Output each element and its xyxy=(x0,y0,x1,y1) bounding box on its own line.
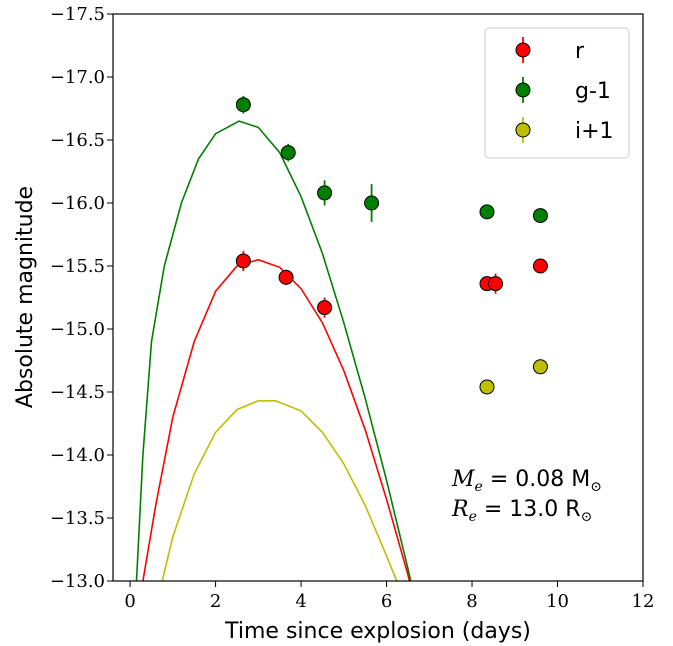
legend: r g-1 i+1 xyxy=(484,27,630,159)
ejecta-mass-label: Me = 0.08 M⊙ xyxy=(451,467,602,495)
legend-label: r xyxy=(575,39,585,64)
x-tick-label: 4 xyxy=(295,591,306,612)
y-tick-label: −13.0 xyxy=(50,571,105,592)
y-tick-label: −15.5 xyxy=(50,256,105,277)
y-tick-label: −16.0 xyxy=(50,193,105,214)
x-tick-label: 10 xyxy=(546,591,569,612)
y-tick-label: −13.5 xyxy=(50,508,105,529)
data-point-r xyxy=(317,300,333,316)
y-axis-ticks: −13.0 −13.5 −14.0 −14.5 −15.0 −15.5 −16.0 −16.5… xyxy=(50,4,113,592)
x-tick-label: 2 xyxy=(210,591,221,612)
plot-frame xyxy=(112,13,644,582)
legend-marker xyxy=(515,122,531,138)
data-point-r xyxy=(488,276,504,292)
data-point-g-1 xyxy=(317,185,333,201)
y-tick-label: −14.5 xyxy=(50,382,105,403)
y-tick-label: −14.0 xyxy=(50,445,105,466)
data-point-r xyxy=(235,253,251,269)
x-axis-ticks: 0 2 4 6 8 10 12 xyxy=(124,581,654,612)
x-tick-label: 6 xyxy=(381,591,392,612)
x-tick-label: 12 xyxy=(632,591,655,612)
y-tick-label: −17.5 xyxy=(50,4,105,25)
data-point-r xyxy=(532,258,548,274)
data-point-g-1 xyxy=(532,208,548,224)
data-point-i+1 xyxy=(479,379,495,395)
legend-label: i+1 xyxy=(575,119,614,144)
data-point-g-1 xyxy=(280,145,296,161)
x-tick-label: 8 xyxy=(466,591,477,612)
data-point-i+1 xyxy=(532,359,548,375)
data-point-r xyxy=(278,269,294,285)
model-curve-i+1 xyxy=(161,400,398,581)
parameter-annotation: Me = 0.08 M⊙ Re = 13.0 R⊙ xyxy=(451,467,602,525)
x-tick-label: 0 xyxy=(124,591,135,612)
x-axis-label: Time since explosion (days) xyxy=(224,619,531,644)
data-point-g-1 xyxy=(479,204,495,220)
legend-entries: r g-1 i+1 xyxy=(515,37,614,144)
legend-marker xyxy=(515,82,531,98)
y-tick-label: −16.5 xyxy=(50,130,105,151)
model-curves xyxy=(135,120,412,581)
ejecta-radius-label: Re = 13.0 R⊙ xyxy=(451,497,592,525)
data-points xyxy=(235,95,548,395)
y-axis-label: Absolute magnitude xyxy=(13,186,38,408)
legend-marker xyxy=(515,42,531,58)
model-curve-g-1 xyxy=(135,120,412,581)
data-point-g-1 xyxy=(235,97,251,113)
y-tick-label: −17.0 xyxy=(50,67,105,88)
legend-label: g-1 xyxy=(575,79,611,104)
model-curve-r xyxy=(142,258,411,581)
y-tick-label: −15.0 xyxy=(50,319,105,340)
data-point-g-1 xyxy=(364,195,380,211)
